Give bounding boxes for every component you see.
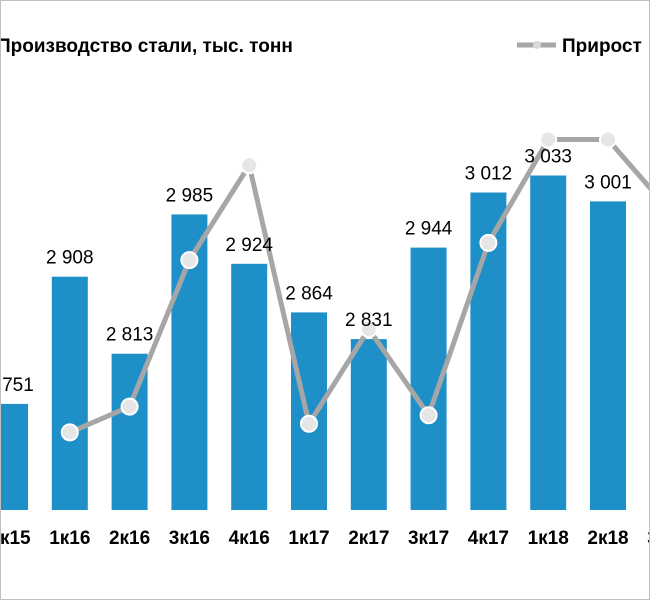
bar-1к17 <box>291 312 327 510</box>
growth-point-2к18 <box>599 130 617 149</box>
data-labels-layer: 2 751 2 908 2 813 2 985 2 924 2 864 2 831 2 944… <box>0 147 632 396</box>
tick-label-2к17: 2к17 <box>348 528 389 549</box>
data-label-4к16: 2 924 <box>225 235 273 256</box>
tick-label-4к15: 4к15 <box>0 528 31 549</box>
data-label-3к16: 2 985 <box>166 185 214 206</box>
legend-entry-growth: Прирост <box>562 36 642 57</box>
bar-2к17 <box>350 339 387 510</box>
data-label-1к17: 2 864 <box>285 283 333 304</box>
growth-point-1к16 <box>60 423 79 442</box>
tick-label-2к16: 2к16 <box>109 528 150 549</box>
bar-1к18 <box>530 175 567 510</box>
tick-label-3к16: 3к16 <box>169 528 210 549</box>
data-label-3к17: 2 944 <box>405 219 453 240</box>
tick-label-4к16: 4к16 <box>229 528 270 549</box>
data-label-2к18: 3 001 <box>584 172 632 193</box>
data-label-2к17: 2 831 <box>345 310 393 331</box>
data-label-4к17: 3 012 <box>465 164 513 185</box>
growth-point-2к16 <box>120 397 139 416</box>
x-axis-tick-labels: 4к15 1к16 2к16 3к16 4к16 1к17 2к17 3к17 4к17 1к18… <box>0 528 650 549</box>
growth-point-4к16 <box>240 156 259 175</box>
data-label-4к15: 2 751 <box>0 375 34 396</box>
bar-2к18 <box>590 201 626 510</box>
tick-label-3к18: 3к18 <box>647 528 650 549</box>
growth-point-4к17 <box>479 233 498 252</box>
bars-layer <box>0 161 650 510</box>
legend-dot-marker <box>533 41 541 49</box>
tick-label-1к18: 1к18 <box>528 528 569 549</box>
tick-label-1к17: 1к17 <box>288 528 329 549</box>
growth-line-layer <box>60 130 650 442</box>
bar-1к16 <box>51 276 88 510</box>
tick-label-3к17: 3к17 <box>408 528 449 549</box>
growth-point-2к17 <box>359 320 378 338</box>
growth-point-1к17 <box>300 414 318 433</box>
legend: Производство стали, тыс. тонн Прирост <box>0 36 642 57</box>
data-label-1к18: 3 033 <box>524 147 572 168</box>
data-label-2к16: 2 813 <box>106 325 154 346</box>
legend-entry-steel-production: Производство стали, тыс. тонн <box>0 36 293 57</box>
tick-label-1к16: 1к16 <box>49 528 90 549</box>
bar-4к15 <box>0 403 28 510</box>
tick-label-4к17: 4к17 <box>468 528 509 549</box>
bar-4к16 <box>231 263 268 510</box>
growth-point-1к18 <box>539 130 558 149</box>
growth-point-3к16 <box>180 251 199 270</box>
growth-point-3к17 <box>419 406 438 425</box>
data-label-1к16: 2 908 <box>46 248 94 269</box>
tick-label-2к18: 2к18 <box>587 528 628 549</box>
